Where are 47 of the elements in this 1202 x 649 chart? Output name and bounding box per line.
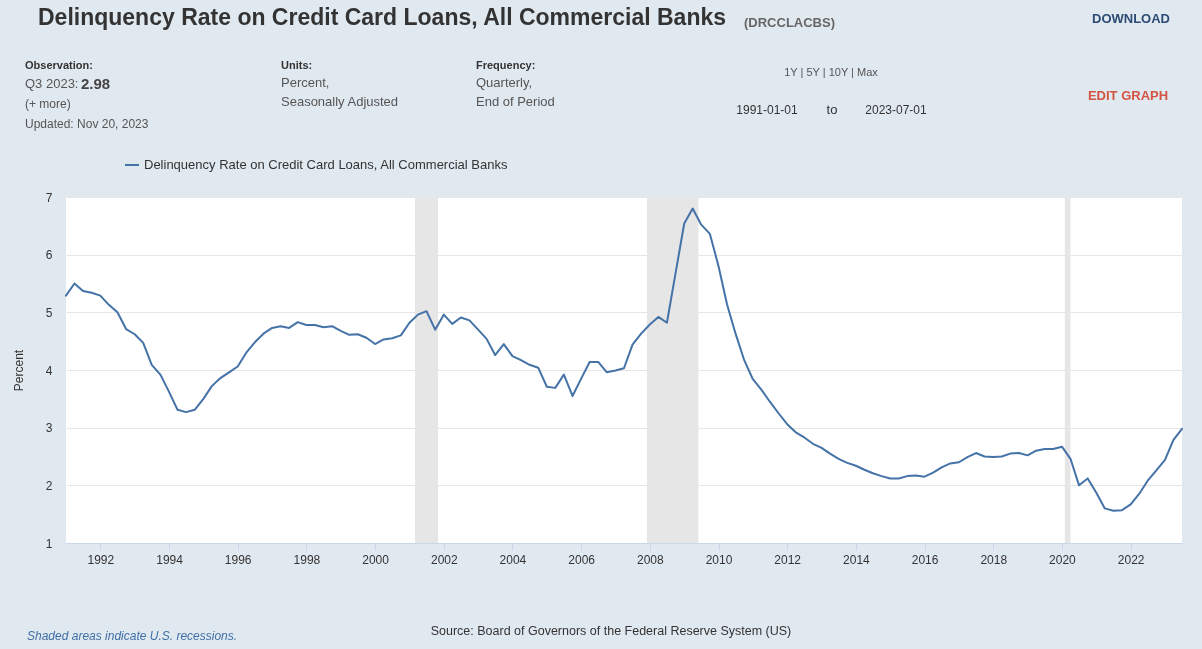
text: (DRCCLACBS) <box>744 15 835 30</box>
x-tick-label: 2008 <box>636 552 664 567</box>
y-tick-label: 5 <box>45 305 53 320</box>
x-tick-label: 2018 <box>980 552 1008 567</box>
text: DOWNLOAD <box>1092 11 1170 26</box>
text: Shaded areas indicate U.S. recessions. <box>27 629 238 643</box>
text: Updated: Nov 20, 2023 <box>25 117 149 131</box>
text: Quarterly, <box>476 75 533 90</box>
x-tick-label: 2004 <box>499 552 527 567</box>
x-tick-label: 2016 <box>911 552 939 567</box>
y-tick-label: 2 <box>45 478 53 493</box>
x-tick-label: 2002 <box>430 552 458 567</box>
y-tick-label: 6 <box>45 248 53 263</box>
x-tick-label: 2012 <box>774 552 802 567</box>
y-tick-label: 7 <box>45 190 53 205</box>
text: Units: <box>281 59 313 71</box>
y-axis-title: Percent <box>11 349 26 392</box>
text: 2023-07-01 <box>865 103 928 117</box>
y-tick-label: 1 <box>45 536 53 551</box>
text: 1991-01-01 <box>736 103 799 117</box>
x-tick-label: 2006 <box>568 552 596 567</box>
x-tick-label: 2022 <box>1117 552 1145 567</box>
text: 1Y | 5Y | 10Y | Max <box>784 66 879 78</box>
y-tick-label: 4 <box>45 363 53 378</box>
x-tick-label: 1992 <box>87 552 115 567</box>
x-tick-label: 2014 <box>843 552 871 567</box>
text: Q3 2023: <box>25 76 79 91</box>
x-tick-label: 1996 <box>224 552 252 567</box>
text: 2.98 <box>81 75 111 92</box>
text: (+ more) <box>25 97 71 111</box>
text: End of Period <box>476 94 555 109</box>
x-tick-label: 2010 <box>705 552 733 567</box>
text: EDIT GRAPH <box>1087 88 1169 103</box>
source-note: Source: Board of Governors of the Federal Reserve System (US) <box>430 624 792 638</box>
line-series <box>65 207 1183 512</box>
text: Frequency: <box>476 59 536 71</box>
text: Percent, <box>281 75 330 90</box>
x-tick-label: 2020 <box>1049 552 1077 567</box>
text: Observation: <box>25 59 93 71</box>
legend-label: Delinquency Rate on Credit Card Loans, All Commercial Banks <box>144 157 508 172</box>
text: Seasonally Adjusted <box>281 94 399 109</box>
x-tick-label: 2000 <box>362 552 390 567</box>
text: to <box>826 102 838 117</box>
y-tick-label: 3 <box>45 421 53 436</box>
x-tick-label: 1994 <box>156 552 184 567</box>
chart-title: Delinquency Rate on Credit Card Loans, All Commercial Banks <box>38 4 727 30</box>
x-tick-label: 1998 <box>293 552 321 567</box>
